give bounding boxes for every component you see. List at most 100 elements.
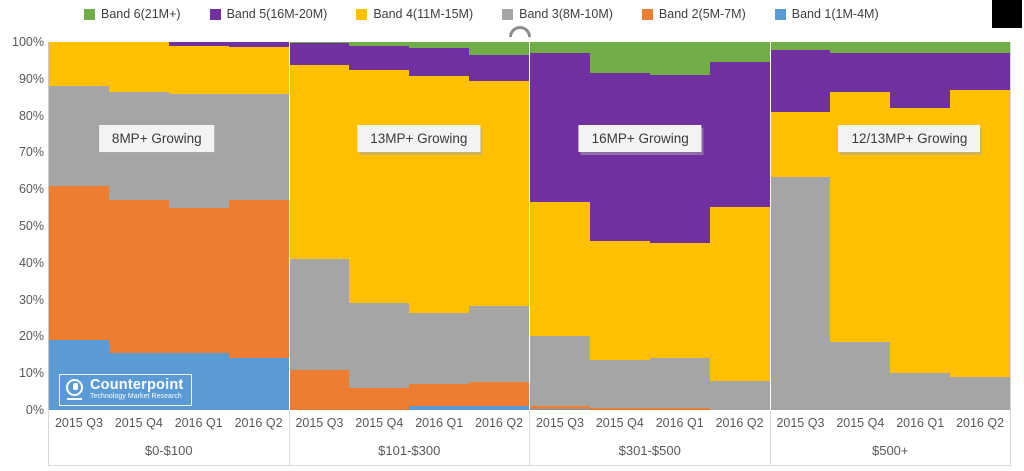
quarter-label: 2015 Q4 — [836, 416, 885, 431]
stacked-bar-2016-q1 — [649, 42, 710, 410]
segment-band-6 — [589, 42, 650, 73]
counterpoint-clock-icon — [66, 378, 83, 400]
annotation-label: 12/13MP+ Growing — [838, 124, 981, 152]
logo-circle-icon — [66, 378, 83, 396]
legend-label: Band 4(11M-15M) — [373, 7, 474, 21]
stacked-bar-2015-q4 — [349, 42, 410, 410]
x-axis-group: 2015 Q3 2015 Q4 2016 Q1 2016 Q2 $101-$300 — [290, 410, 530, 465]
x-axis-group: 2015 Q3 2015 Q4 2016 Q1 2016 Q2 $500+ — [771, 410, 1011, 465]
segment-band-3 — [469, 305, 529, 383]
x-axis-group: 2015 Q3 2015 Q4 2016 Q1 2016 Q2 $0-$100 — [49, 410, 290, 465]
segment-band-2 — [289, 369, 350, 410]
segment-band-6 — [950, 42, 1010, 54]
legend-item: Band 4(11M-15M) — [356, 7, 473, 21]
segment-band-4 — [770, 111, 831, 178]
segment-band-1 — [469, 406, 529, 410]
segment-band-6 — [349, 42, 410, 46]
quarter-label: 2015 Q3 — [776, 416, 825, 431]
stacked-bar-2015-q3 — [530, 42, 590, 410]
stacked-bar-2015-q4 — [589, 42, 650, 410]
segment-band-4 — [890, 108, 951, 374]
quarter-label: 2015 Q4 — [114, 416, 163, 431]
segment-band-4 — [228, 46, 289, 94]
segment-band-6 — [890, 42, 951, 54]
quarter-labels-row: 2015 Q3 2015 Q4 2016 Q1 2016 Q2 — [290, 410, 530, 437]
stacked-bar-2015-q4 — [830, 42, 891, 410]
x-axis-group: 2015 Q3 2015 Q4 2016 Q1 2016 Q2 $301-$500 — [530, 410, 771, 465]
segment-band-5 — [589, 72, 650, 242]
quarter-label: 2015 Q4 — [355, 416, 404, 431]
segment-band-6 — [469, 42, 529, 55]
segment-band-5 — [228, 42, 289, 47]
stacked-bar-2015-q3 — [49, 42, 109, 410]
legend-label: Band 3(8M-10M) — [519, 7, 613, 21]
stacked-bar-2016-q2 — [950, 42, 1010, 410]
legend-swatch-icon — [209, 8, 221, 20]
segment-band-3 — [349, 303, 410, 388]
segment-band-4 — [349, 70, 410, 304]
segment-band-5 — [649, 75, 710, 243]
legend-item: Band 3(8M-10M) — [502, 7, 613, 21]
segment-band-4 — [589, 241, 650, 361]
legend-label: Band 5(16M-20M) — [226, 7, 328, 21]
segment-band-2 — [469, 382, 529, 407]
legend: Band 6(21M+) Band 5(16M-20M) Band 4(11M-15… — [84, 4, 879, 24]
segment-band-3 — [289, 259, 350, 370]
y-axis-tick-label: 50% — [18, 219, 44, 233]
annotation-label: 8MP+ Growing — [98, 124, 215, 152]
legend-label: Band 2(5M-7M) — [658, 7, 746, 21]
segment-band-4 — [168, 45, 229, 94]
quarter-label: 2015 Q4 — [595, 416, 644, 431]
segment-band-4 — [530, 201, 590, 337]
y-axis-tick-label: 100% — [12, 35, 44, 49]
y-axis-tick-label: 20% — [18, 329, 44, 344]
logo-underline — [67, 397, 82, 400]
annotation-label: 13MP+ Growing — [357, 124, 481, 152]
segment-band-3 — [589, 360, 650, 409]
legend-label: Band 1(1M-4M) — [791, 7, 879, 21]
y-axis-tick-label: 60% — [18, 182, 44, 197]
segment-band-2 — [589, 408, 650, 410]
segment-band-5 — [168, 42, 229, 46]
segment-band-5 — [950, 53, 1010, 90]
segment-band-3 — [830, 341, 891, 410]
black-corner-block — [992, 0, 1022, 28]
price-group-500+: 12/13MP+ Growing — [770, 42, 1010, 410]
quarter-label: 2016 Q2 — [715, 416, 764, 431]
y-axis: 100% 90% 80% 70% 60% 50% 40% 30% 20% 10% 0% — [0, 35, 44, 417]
segment-band-3 — [890, 373, 951, 410]
segment-band-4 — [649, 242, 710, 359]
legend-item: Band 1(1M-4M) — [774, 7, 879, 21]
segment-band-5 — [770, 50, 831, 112]
price-band-label: $0-$100 — [144, 443, 193, 459]
stacked-bar-2016-q1 — [409, 42, 470, 410]
segment-band-1 — [168, 352, 229, 410]
stacked-bar-2015-q3 — [289, 42, 350, 410]
y-axis-tick-label: 80% — [18, 108, 44, 123]
quarter-labels-row: 2015 Q3 2015 Q4 2016 Q1 2016 Q2 — [530, 410, 770, 437]
segment-band-3 — [770, 177, 831, 410]
segment-band-2 — [49, 185, 109, 341]
stacked-bar-2015-q3 — [770, 42, 831, 410]
quarter-labels-row: 2015 Q3 2015 Q4 2016 Q1 2016 Q2 — [771, 410, 1011, 437]
price-group-101300: 13MP+ Growing — [289, 42, 530, 410]
segment-band-4 — [709, 206, 770, 381]
segment-band-1 — [409, 406, 470, 410]
price-group-301500: 16MP+ Growing — [530, 42, 771, 410]
segment-band-5 — [830, 53, 891, 93]
quarter-label: 2015 Q3 — [295, 416, 344, 431]
y-axis-tick-label: 70% — [18, 145, 44, 160]
x-axis: 2015 Q3 2015 Q4 2016 Q1 2016 Q2 $0-$100 2015 … — [48, 410, 1011, 466]
legend-swatch-icon — [774, 8, 786, 20]
segment-band-5 — [289, 43, 350, 66]
segment-band-1 — [108, 352, 169, 410]
segment-band-3 — [709, 380, 770, 410]
logo-name: Counterpoint — [90, 376, 184, 393]
quarter-label: 2016 Q1 — [896, 416, 945, 431]
segment-band-3 — [228, 93, 289, 201]
segment-band-6 — [649, 42, 710, 76]
segment-band-2 — [530, 406, 590, 409]
segment-band-2 — [108, 200, 169, 353]
stacked-bar-2016-q2 — [469, 42, 529, 410]
